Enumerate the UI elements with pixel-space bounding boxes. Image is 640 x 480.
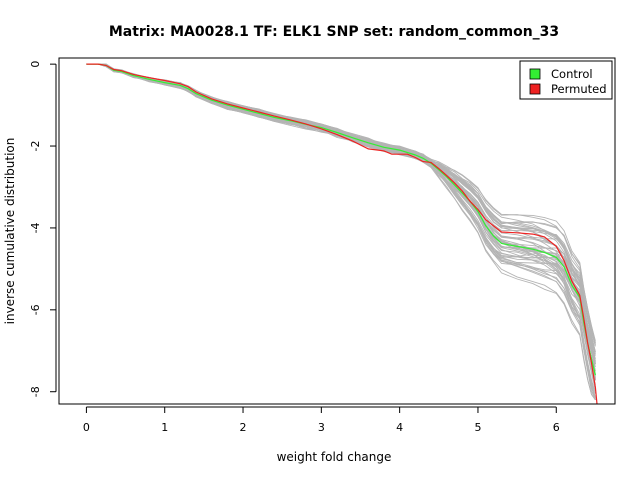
background-series-line xyxy=(86,63,596,347)
background-series-line xyxy=(86,63,596,343)
background-series-line xyxy=(86,63,596,379)
background-series-line xyxy=(86,63,596,375)
background-series-line xyxy=(86,63,596,365)
x-tick-label: 2 xyxy=(240,421,247,434)
series-group xyxy=(86,63,598,405)
background-series-line xyxy=(86,63,596,364)
background-series-line xyxy=(86,63,596,354)
y-tick-label: -8 xyxy=(29,386,42,397)
x-tick-label: 4 xyxy=(396,421,403,434)
background-series-group xyxy=(86,63,596,401)
y-axis: 0 -2 -4 -6 -8 xyxy=(29,61,57,397)
chart-title: Matrix: MA0028.1 TF: ELK1 SNP set: rando… xyxy=(109,24,559,40)
background-series-line xyxy=(86,63,596,342)
legend-label-permuted: Permuted xyxy=(551,82,607,96)
background-series-line xyxy=(86,63,596,401)
series-line-permuted xyxy=(86,63,598,405)
y-tick-label: -4 xyxy=(29,222,42,233)
background-series-line xyxy=(86,63,596,361)
background-series-line xyxy=(86,63,596,344)
y-tick-label: -6 xyxy=(29,304,42,315)
x-tick-label: 5 xyxy=(474,421,481,434)
background-series-line xyxy=(86,63,596,372)
x-tick-label: 3 xyxy=(318,421,325,434)
background-series-line xyxy=(86,63,596,399)
background-series-line xyxy=(86,63,596,345)
legend-swatch-permuted xyxy=(529,83,541,95)
plot-frame xyxy=(58,57,616,405)
legend-swatch-control xyxy=(529,68,541,80)
y-axis-label: inverse cumulative distribution xyxy=(3,138,17,325)
y-tick-label: -2 xyxy=(29,141,42,152)
background-series-line xyxy=(86,63,596,346)
background-series-line xyxy=(86,63,596,352)
background-series-line xyxy=(86,63,596,374)
x-axis-label: weight fold change xyxy=(277,450,392,464)
x-tick-label: 0 xyxy=(83,421,90,434)
background-series-line xyxy=(86,63,596,354)
background-series-line xyxy=(86,63,596,372)
background-series-line xyxy=(86,63,596,356)
background-series-line xyxy=(86,63,596,344)
background-series-line xyxy=(86,63,596,364)
background-series-line xyxy=(86,63,596,353)
series-line-control xyxy=(86,63,596,376)
x-axis: 0 1 2 3 4 5 6 xyxy=(83,406,560,434)
background-series-line xyxy=(86,63,596,363)
y-tick-label: 0 xyxy=(29,61,42,68)
background-series-line xyxy=(86,63,596,368)
x-tick-label: 6 xyxy=(553,421,560,434)
background-series-line xyxy=(86,63,596,362)
x-tick-label: 1 xyxy=(161,421,168,434)
background-series-line xyxy=(86,63,596,360)
legend-label-control: Control xyxy=(551,67,593,81)
background-series-line xyxy=(86,63,596,365)
